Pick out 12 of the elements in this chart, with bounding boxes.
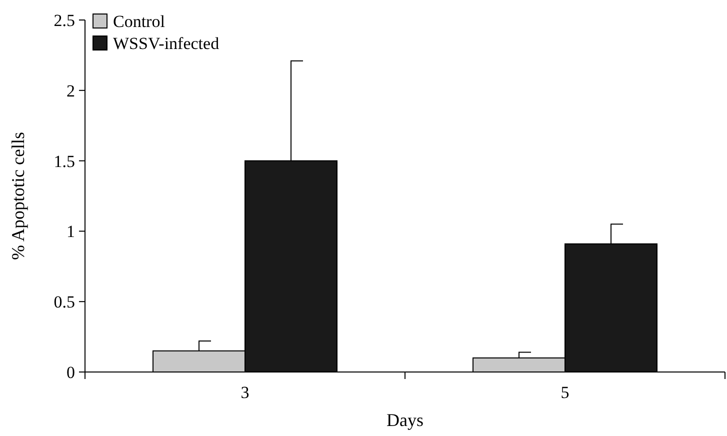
y-tick-label: 2.5	[54, 10, 75, 30]
x-tick-label: 3	[240, 383, 250, 402]
y-tick-label: 1.5	[54, 152, 75, 171]
legend-label: Control	[113, 12, 166, 31]
legend-label: WSSV-infected	[113, 34, 220, 53]
x-axis-title: Days	[386, 410, 424, 430]
y-tick-label: 0.5	[54, 292, 75, 312]
y-tick-label: 2	[66, 81, 75, 100]
y-tick-label: 0	[66, 362, 75, 382]
x-tick-label: 5	[560, 383, 570, 402]
y-tick-label: 1	[66, 222, 75, 242]
y-axis-title: % Apoptotic cells	[8, 132, 28, 260]
